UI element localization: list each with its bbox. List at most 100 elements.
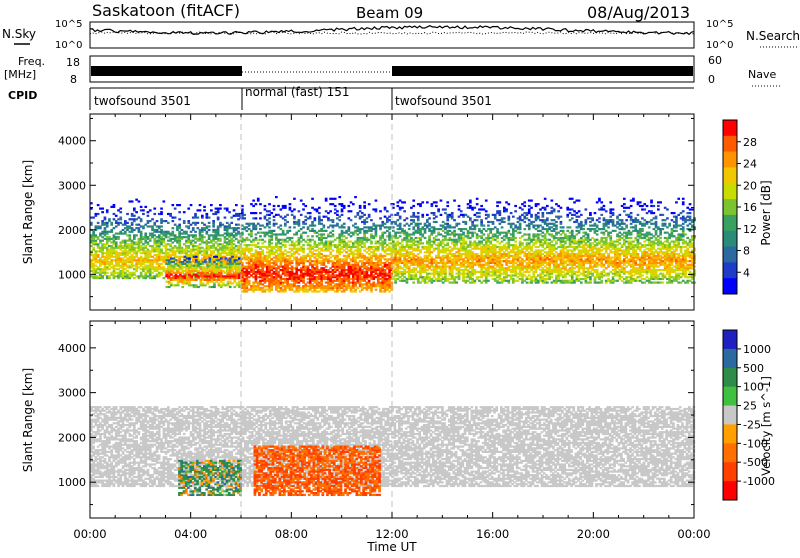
power-cell [238,257,241,260]
power-cell [219,239,222,242]
power-cell [228,239,231,242]
power-cell [286,277,289,281]
power-cell [230,237,234,240]
power-cell [473,242,477,245]
power-cell [275,260,278,263]
power-cell [327,217,330,220]
power-cell [160,211,163,214]
power-cell [254,261,258,265]
power-cell [363,274,366,277]
power-cell [315,267,319,270]
power-cell [250,244,253,247]
power-cell [194,261,198,264]
power-cell [500,279,504,282]
power-cell [297,288,301,291]
power-cell [496,263,499,266]
power-cell [432,228,436,231]
power-cell [304,240,308,243]
power-cell [361,245,364,249]
power-cell [256,265,260,268]
power-cell [367,247,371,250]
power-cell [252,260,255,263]
power-cell [342,274,346,277]
power-cell [146,269,150,273]
power-cell [403,219,406,222]
power-cell [259,253,262,256]
power-cell [356,267,360,270]
power-cell [336,254,339,257]
power-cell [302,265,305,268]
power-cell [428,265,431,268]
power-cell [464,260,468,263]
power-cell [223,255,227,258]
power-cell [308,286,312,289]
power-cell [299,288,303,291]
power-cell [233,275,237,278]
power-cell [426,276,429,279]
power-cell [108,250,111,253]
power-cell [277,270,280,273]
power-cell [279,281,283,284]
power-cell [205,273,209,276]
power-cell [153,237,157,240]
power-cell [327,242,330,245]
power-cell [130,230,134,233]
power-cell [281,256,285,259]
power-cell [308,245,312,249]
power-cell [173,253,177,257]
power-cell [96,268,100,271]
power-cell [130,257,134,260]
power-cell [153,261,157,264]
power-cell [302,272,305,275]
power-cell [349,231,353,234]
power-cell [275,274,278,277]
power-cell [226,275,230,278]
power-cell [235,264,238,267]
power-cell [327,285,330,288]
power-cell [233,280,237,283]
power-cell [281,290,285,293]
power-cell [299,261,303,265]
power-cell [217,275,221,278]
power-cell [398,224,402,227]
power-cell [160,218,163,221]
power-cell [462,274,465,277]
power-cell [338,263,342,266]
power-cell [128,236,132,239]
power-cell [453,258,456,261]
power-cell [96,271,100,274]
power-cell [416,236,420,240]
power-cell [224,277,228,280]
power-cell [498,269,502,272]
power-cell [299,199,303,202]
power-cell [112,234,116,237]
power-cell [232,262,236,265]
power-cell [223,264,227,267]
power-cell [403,253,406,256]
power-cell [214,271,218,274]
power-cell [270,233,274,236]
power-cell [365,274,369,277]
power-cell [388,285,391,288]
power-cell [500,236,504,240]
power-cell [437,247,440,250]
power-cell [157,253,161,257]
power-cell [189,239,193,242]
power-cell [230,246,234,249]
power-cell [245,277,249,281]
power-cell [272,219,276,222]
power-cell [250,203,253,206]
power-cell [302,285,305,288]
power-cell [265,263,269,266]
power-cell [96,243,100,246]
power-cell [367,285,371,288]
power-cell [489,265,493,268]
power-cell [414,263,418,266]
power-cell [381,254,385,257]
power-cell [327,233,330,236]
power-cell [482,208,486,211]
power-cell [315,270,319,273]
freq-label: Freq. [18,55,45,68]
power-cell [405,240,409,243]
power-cell [275,251,278,254]
